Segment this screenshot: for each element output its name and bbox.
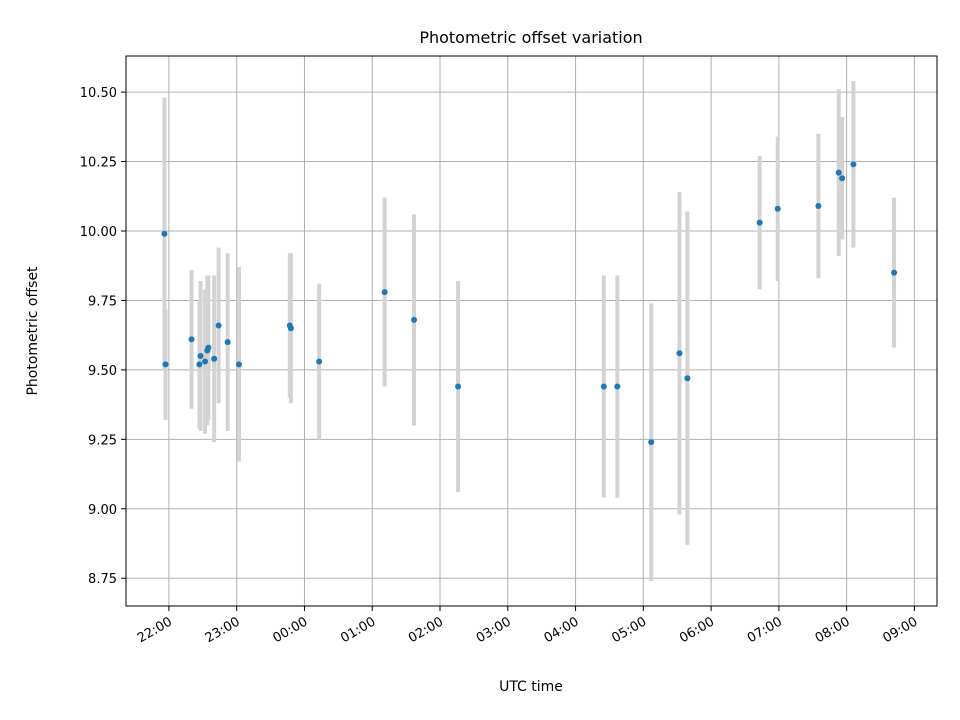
x-tick-label: 04:00 <box>542 614 582 646</box>
data-point <box>205 344 212 351</box>
data-point <box>211 355 218 362</box>
y-tick-label: 10.50 <box>80 86 117 101</box>
x-tick-label: 03:00 <box>474 614 514 646</box>
data-point <box>648 439 655 446</box>
data-point <box>835 169 842 176</box>
y-tick-label: 9.50 <box>88 364 117 379</box>
chart-title: Photometric offset variation <box>419 28 642 47</box>
y-axis-label: Photometric offset <box>25 266 41 396</box>
x-tick-label: 01:00 <box>338 614 378 646</box>
data-point <box>614 383 621 390</box>
data-point <box>891 269 898 276</box>
data-point <box>197 353 204 359</box>
data-points <box>161 161 898 446</box>
data-point <box>161 230 168 237</box>
data-point <box>815 203 822 209</box>
x-axis-label: UTC time <box>499 679 563 695</box>
x-tick-label: 02:00 <box>406 614 446 646</box>
data-point <box>676 350 683 357</box>
data-point <box>162 361 169 368</box>
x-tick-label: 08:00 <box>813 614 853 646</box>
data-point <box>600 383 607 390</box>
data-point <box>224 339 231 346</box>
plot-frame <box>125 55 938 607</box>
data-point <box>215 322 222 329</box>
data-point <box>196 361 203 368</box>
data-point <box>684 375 691 382</box>
data-point <box>381 289 388 296</box>
x-tick-label: 06:00 <box>677 614 717 646</box>
data-point <box>455 383 462 390</box>
y-tick-label: 9.75 <box>88 294 117 309</box>
data-point <box>202 358 209 365</box>
y-tick-label: 9.25 <box>88 433 117 448</box>
x-tick-label: 23:00 <box>203 614 243 646</box>
data-point <box>188 336 195 343</box>
data-point <box>774 205 781 212</box>
data-point <box>756 219 763 226</box>
x-tick-label: 09:00 <box>880 614 920 646</box>
error-bars <box>162 81 897 581</box>
data-point <box>850 161 857 168</box>
y-tick-label: 10.00 <box>80 225 117 240</box>
x-axis: 22:00 23:00 00:00 01:00 02:00 03:00 04:00 05:00… <box>135 606 920 646</box>
data-point <box>411 316 418 323</box>
x-tick-label: 07:00 <box>745 614 785 646</box>
grid <box>126 56 937 606</box>
y-axis: 8.75 9.00 9.25 9.50 9.75 10.00 10.25 10.50 <box>80 86 126 587</box>
y-tick-label: 9.00 <box>88 503 117 518</box>
y-tick-label: 10.25 <box>80 156 117 171</box>
x-tick-label: 22:00 <box>135 614 175 646</box>
data-point <box>235 361 242 368</box>
y-tick-label: 8.75 <box>88 572 117 587</box>
data-point <box>316 358 323 365</box>
x-tick-label: 00:00 <box>271 614 311 646</box>
data-point <box>287 325 294 332</box>
data-point <box>839 175 846 182</box>
x-tick-label: 05:00 <box>609 614 649 646</box>
